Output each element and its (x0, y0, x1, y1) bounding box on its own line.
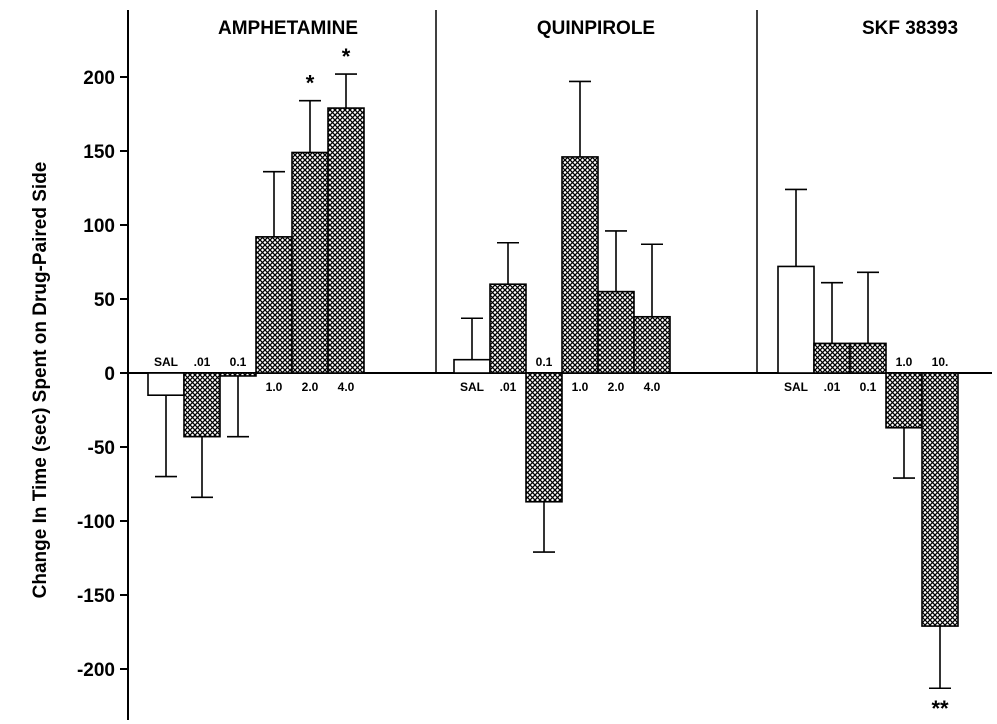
y-tick-label: 150 (83, 142, 115, 163)
category-label: .01 (824, 380, 841, 394)
bar (147, 372, 185, 397)
panel-title: QUINPIROLE (537, 18, 655, 39)
category-label: 1.0 (896, 355, 913, 369)
y-axis-label: Change In Time (sec) Spent on Drug-Paire… (30, 162, 51, 599)
category-label: 2.0 (302, 380, 319, 394)
bar (777, 265, 815, 374)
bar (921, 372, 959, 627)
bar (849, 342, 887, 374)
category-label: SAL (154, 355, 178, 369)
significance-marker: * (306, 71, 315, 96)
bar (597, 290, 635, 374)
y-tick-label: 100 (83, 216, 115, 237)
bar (453, 358, 491, 374)
bar (255, 236, 293, 374)
category-label: 0.1 (860, 380, 877, 394)
category-label: 4.0 (338, 380, 355, 394)
category-label: SAL (784, 380, 808, 394)
bar (561, 156, 599, 374)
category-label: 0.1 (536, 355, 553, 369)
category-label: 0.1 (230, 355, 247, 369)
y-tick-label: -100 (77, 512, 115, 533)
bars (147, 73, 959, 690)
bar (183, 372, 221, 438)
bar (525, 372, 563, 503)
bar (885, 372, 923, 429)
y-tick-label: -50 (88, 438, 115, 459)
significance-marker: ** (931, 696, 949, 721)
category-label: 10. (932, 355, 949, 369)
panel-title: AMPHETAMINE (218, 18, 358, 39)
labels: 200 150 100 50 0 -50 -100 -150 -200 Change In Tim… (30, 18, 958, 721)
bar (291, 151, 329, 374)
y-tick-label: 50 (94, 290, 115, 311)
category-label: 1.0 (266, 380, 283, 394)
category-label: .01 (194, 355, 211, 369)
category-label: 2.0 (608, 380, 625, 394)
bar (813, 342, 851, 374)
category-label: .01 (500, 380, 517, 394)
panel-title: SKF 38393 (862, 18, 958, 39)
bar (633, 315, 671, 374)
y-tick-label: -150 (77, 586, 115, 607)
y-tick-label: -200 (77, 660, 115, 681)
category-label: SAL (460, 380, 484, 394)
significance-marker: * (342, 44, 351, 69)
category-label: 4.0 (644, 380, 661, 394)
category-label: 1.0 (572, 380, 589, 394)
y-tick-label: 0 (104, 364, 115, 385)
bar (219, 372, 257, 377)
bar (327, 107, 365, 374)
y-tick-label: 200 (83, 68, 115, 89)
bar (489, 283, 527, 374)
